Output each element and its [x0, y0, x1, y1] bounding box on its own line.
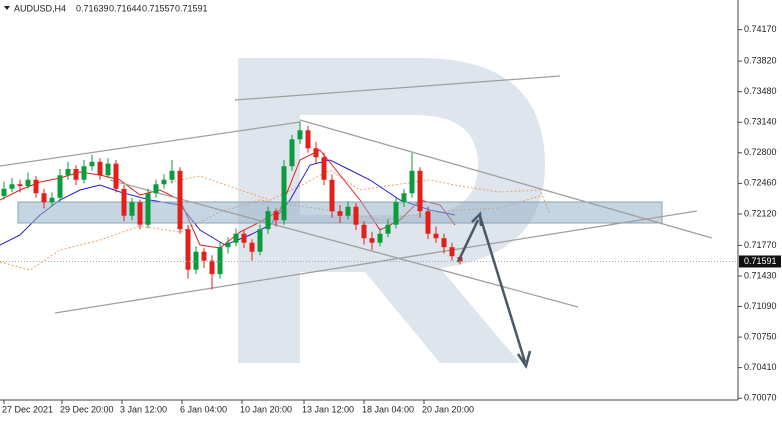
x-tick-label: 18 Jan 04:00: [362, 404, 414, 414]
candle-body: [57, 175, 63, 198]
candle-body: [313, 148, 319, 158]
x-tick-label: 6 Jan 04:00: [180, 404, 227, 414]
y-tick-label: 0.73820: [744, 55, 777, 65]
candle-body: [241, 233, 247, 243]
forecast-arrow: [478, 215, 532, 369]
y-tick-label: 0.74170: [744, 24, 777, 34]
candle-body: [401, 193, 407, 203]
candle-body: [449, 247, 455, 257]
candle-body: [137, 202, 143, 225]
candle-body: [273, 211, 279, 221]
candle-body: [9, 184, 15, 189]
candle-body: [353, 206, 359, 225]
x-tick-label: 20 Jan 20:00: [422, 404, 474, 414]
open-value: 0.71639: [76, 3, 109, 13]
candle-body: [1, 188, 7, 196]
candle-body: [361, 224, 367, 239]
plot: [1, 121, 463, 290]
candle-body: [441, 238, 447, 248]
trend-line: [0, 121, 301, 167]
x-tick-label: 3 Jan 12:00: [120, 404, 167, 414]
candle-body: [289, 139, 295, 167]
candle-body: [281, 166, 287, 221]
low-value: 0.71557: [142, 3, 175, 13]
candle-body: [41, 193, 47, 203]
candle-body: [329, 179, 335, 212]
candle-body: [393, 202, 399, 225]
y-tick-label: 0.70410: [744, 362, 777, 372]
candle-body: [297, 130, 303, 140]
candle-body: [265, 211, 271, 230]
cloud-edge: [169, 169, 551, 215]
candle-body: [17, 184, 23, 187]
candle-body: [417, 170, 423, 212]
candle-body: [425, 211, 431, 234]
trend-line: [299, 119, 713, 239]
candle-body: [233, 233, 239, 243]
menu-icon: [4, 6, 10, 10]
symbol: AUDUSD,H4: [14, 3, 66, 13]
candle-body: [217, 247, 223, 275]
candle-body: [49, 197, 55, 203]
y-tick-label: 0.71090: [744, 301, 777, 311]
candle-body: [129, 202, 135, 216]
candle-body: [25, 179, 31, 187]
candle-body: [201, 251, 207, 261]
candle-body: [377, 233, 383, 243]
candle-body: [81, 166, 87, 180]
candle-body: [97, 161, 103, 176]
candle-body: [89, 161, 95, 167]
x-tick-label: 13 Jan 12:00: [302, 404, 354, 414]
candle-body: [169, 170, 175, 180]
cloud-edge: [0, 195, 541, 271]
y-tick-label: 0.70070: [744, 393, 777, 403]
base-line: [0, 159, 456, 246]
candle-body: [193, 251, 199, 270]
candle-body: [433, 233, 439, 239]
candle-body: [121, 188, 127, 216]
candle-body: [409, 170, 415, 194]
candle-body: [385, 224, 391, 234]
y-tick-label: 0.73480: [744, 86, 777, 96]
y-tick-label: 0.71770: [744, 240, 777, 250]
trend-line: [54, 210, 698, 314]
candle-body: [65, 168, 71, 176]
price-tag: [739, 255, 781, 268]
candle-body: [177, 170, 183, 230]
close-value: 0.71591: [175, 3, 208, 13]
trend-line: [234, 75, 561, 101]
x-tick-label: 10 Jan 20:00: [240, 404, 292, 414]
candle-body: [153, 184, 159, 194]
y-tick-label: 0.72460: [744, 178, 777, 188]
candle-body: [225, 242, 231, 248]
candle-body: [33, 179, 39, 194]
candle-body: [249, 242, 255, 252]
candle-body: [369, 238, 375, 243]
x-tick-label: 27 Dec 2021: [2, 404, 53, 414]
candle-body: [305, 130, 311, 149]
y-tick-label: 0.72120: [744, 208, 777, 218]
candle-body: [257, 229, 263, 252]
candle-body: [105, 163, 111, 176]
candle-body: [337, 211, 343, 216]
candle-body: [185, 229, 191, 270]
y-tick-label: 0.73140: [744, 117, 777, 127]
trend-line: [109, 179, 579, 308]
y-tick-label: 0.70750: [744, 331, 777, 341]
candle-body: [113, 163, 119, 189]
candle-body: [161, 179, 167, 185]
candle-body: [145, 193, 151, 225]
candle-body: [345, 206, 351, 216]
price-tag-label: 0.71591: [744, 256, 777, 266]
candle-body: [209, 260, 215, 275]
x-tick-label: 29 Dec 20:00: [60, 404, 114, 414]
candle-body: [73, 168, 79, 180]
y-tick-label: 0.71430: [744, 270, 777, 280]
high-value: 0.71644: [109, 3, 142, 13]
y-tick-label: 0.72800: [744, 147, 777, 157]
candle-body: [321, 157, 327, 180]
